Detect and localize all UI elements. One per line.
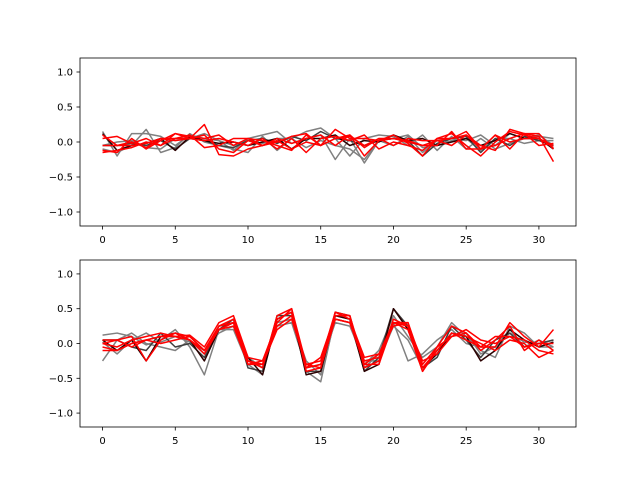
x-tick-label: 20 <box>387 436 400 447</box>
y-tick-label: 1.0 <box>57 68 73 79</box>
x-tick-label: 25 <box>460 235 473 246</box>
x-tick-label: 0 <box>99 436 105 447</box>
bottom-subplot: 0 5 10 15 20 25 30 −1.0 −0.5 0.0 0.5 1.0 <box>49 259 577 447</box>
x-tick-label: 30 <box>533 436 546 447</box>
x-tick-label: 15 <box>314 436 327 447</box>
y-tick-label: −1.0 <box>49 208 73 219</box>
x-tick-label: 10 <box>242 436 255 447</box>
y-tick-label: 0.0 <box>57 339 73 350</box>
x-tick-label: 5 <box>172 436 178 447</box>
series-line-1 <box>101 130 554 164</box>
series-group <box>101 307 555 383</box>
x-tick-label: 5 <box>172 235 178 246</box>
x-tick-label: 10 <box>242 235 255 246</box>
y-tick-label: −0.5 <box>49 374 73 385</box>
y-tick-label: −1.0 <box>49 409 73 420</box>
x-tick-label: 0 <box>99 235 105 246</box>
series-line-8 <box>102 307 555 366</box>
series-line-8 <box>102 132 554 150</box>
x-tick-label: 20 <box>387 235 400 246</box>
y-tick-label: 0.5 <box>57 304 73 315</box>
series-line-10 <box>102 318 554 373</box>
x-tick-label: 25 <box>460 436 473 447</box>
series-line-10 <box>102 130 554 157</box>
x-tick-label: 15 <box>314 235 327 246</box>
series-group <box>101 123 555 164</box>
series-line-2 <box>102 127 554 157</box>
y-tick-label: 0.5 <box>57 103 73 114</box>
series-line-9 <box>102 130 554 157</box>
y-tick-label: 1.0 <box>57 269 73 280</box>
x-tick-label: 30 <box>533 235 546 246</box>
y-tick-label: 0.0 <box>57 138 73 149</box>
y-tick-label: −0.5 <box>49 173 73 184</box>
top-subplot: 0 5 10 15 20 25 30 −1.0 −0.5 0.0 0.5 1.0 <box>49 57 577 246</box>
